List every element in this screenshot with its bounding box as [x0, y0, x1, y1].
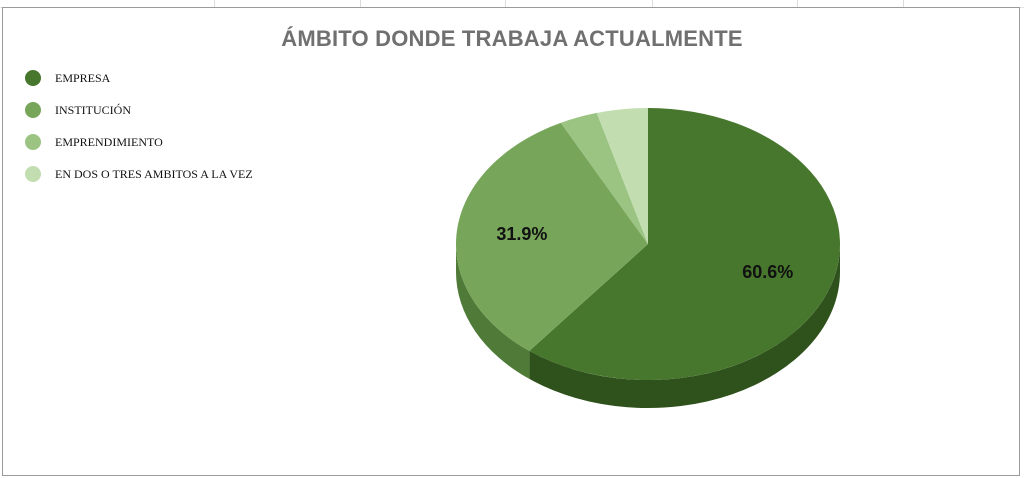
data-label-empresa: 60.6%: [742, 262, 793, 282]
legend-label-empresa: EMPRESA: [55, 70, 111, 85]
pie-slice-institucion[interactable]: [455, 122, 648, 351]
chart-title: ÁMBITO DONDE TRABAJA ACTUALMENTE: [281, 26, 743, 51]
pie-slice-en-dos-o-tres-ambitos-a-la-vez[interactable]: [596, 108, 648, 244]
legend-item-dos-o-tres: EN DOS O TRES AMBITOS A LA VEZ: [25, 158, 253, 190]
legend-label-dos-o-tres: EN DOS O TRES AMBITOS A LA VEZ: [55, 166, 253, 181]
legend-swatch-emprendimiento: [25, 134, 41, 150]
legend-swatch-dos-o-tres: [25, 166, 41, 182]
legend-swatch-institucion: [25, 102, 41, 118]
legend-item-empresa: EMPRESA: [25, 62, 253, 94]
pie-slice-empresa[interactable]: [529, 108, 840, 380]
legend-item-emprendimiento: EMPRENDIMIENTO: [25, 126, 253, 158]
chart-legend: EMPRESA INSTITUCIÓN EMPRENDIMIENTO EN DO…: [25, 62, 253, 190]
legend-label-emprendimiento: EMPRENDIMIENTO: [55, 134, 163, 149]
data-label-institucion: 31.9%: [496, 224, 547, 244]
pie-slice-emprendimiento[interactable]: [560, 112, 648, 244]
legend-swatch-empresa: [25, 70, 41, 86]
legend-label-institucion: INSTITUCIÓN: [55, 102, 131, 117]
pie-side-empresa: [529, 244, 840, 408]
pie-side-institucion: [456, 244, 530, 379]
legend-item-institucion: INSTITUCIÓN: [25, 94, 253, 126]
